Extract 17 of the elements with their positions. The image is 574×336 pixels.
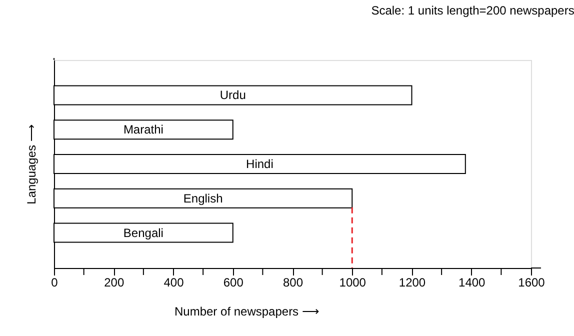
- y-tick-label: English: [183, 191, 223, 206]
- y-axis-title: Languages ⟶: [24, 124, 38, 204]
- text: Scale: 1 units length=200 newspapers: [371, 4, 574, 18]
- x-tick-label: 400: [164, 276, 184, 290]
- x-axis-title: Number of newspapers ⟶: [174, 304, 319, 318]
- x-tick-label: 1200: [398, 276, 426, 290]
- x-tick-label: 1600: [518, 276, 546, 290]
- x-tick-label: 0: [51, 276, 58, 290]
- x-tick-label: 800: [282, 276, 304, 290]
- y-tick-label: Marathi: [123, 122, 164, 137]
- x-tick-label: 1400: [458, 276, 486, 290]
- y-tick-label: Hindi: [246, 157, 274, 171]
- x-tick-label: 200: [104, 276, 124, 290]
- y-tick-label: Urdu: [220, 88, 246, 102]
- x-tick-label: 600: [223, 276, 244, 290]
- y-tick-label: Bengali: [123, 226, 164, 240]
- x-tick-label: 1000: [339, 276, 366, 290]
